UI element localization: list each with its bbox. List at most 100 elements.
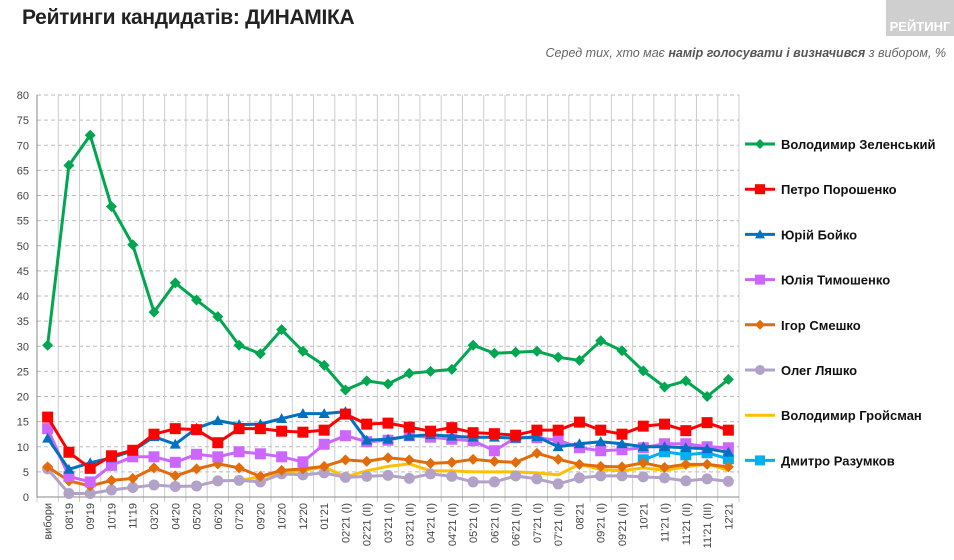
data-point bbox=[722, 373, 734, 385]
legend-marker bbox=[755, 139, 765, 149]
data-point bbox=[105, 459, 117, 471]
data-point bbox=[63, 463, 75, 474]
data-point bbox=[63, 159, 75, 171]
data-point bbox=[84, 129, 96, 141]
data-point bbox=[339, 430, 351, 442]
data-point bbox=[573, 416, 585, 428]
data-point bbox=[382, 433, 394, 444]
data-point bbox=[552, 441, 564, 452]
x-tick-label: 03'20 bbox=[149, 503, 161, 530]
legend-item: Дмитро Разумков bbox=[745, 453, 895, 468]
data-point bbox=[722, 446, 734, 457]
data-point bbox=[191, 463, 203, 475]
legend-marker bbox=[755, 274, 765, 285]
data-point bbox=[63, 487, 75, 499]
data-point bbox=[659, 446, 671, 458]
y-tick-label: 70 bbox=[17, 140, 29, 152]
x-tick-label: 07'21 (I) bbox=[532, 503, 544, 543]
data-point bbox=[616, 345, 628, 357]
data-point bbox=[701, 391, 713, 402]
legend-item: Петро Порошенко bbox=[745, 182, 897, 197]
data-point bbox=[148, 479, 160, 491]
y-tick-label: 5 bbox=[23, 467, 29, 479]
subtitle-bold: намір голосувати і визначився bbox=[668, 46, 866, 60]
data-point bbox=[276, 413, 288, 424]
series-line bbox=[46, 133, 730, 398]
data-point bbox=[254, 348, 266, 360]
legend-item: Юлія Тимошенко bbox=[745, 273, 890, 288]
x-tick-label: 09'21 (II) bbox=[617, 503, 629, 546]
legend-label: Дмитро Разумков bbox=[781, 453, 895, 468]
data-point bbox=[148, 306, 160, 318]
data-point bbox=[233, 462, 245, 474]
logo: РЕЙТИНГ bbox=[886, 0, 954, 36]
data-point bbox=[488, 428, 500, 440]
x-tick-label: 06'20 bbox=[213, 503, 225, 530]
page-title: Рейтинги кандидатів: ДИНАМІКА bbox=[22, 6, 355, 29]
legend-marker bbox=[755, 319, 765, 330]
x-tick-label: 04'21 (I) bbox=[426, 503, 438, 543]
data-point bbox=[233, 446, 245, 458]
x-tick-label: 04'20 bbox=[170, 503, 182, 530]
legend-label: Володимир Гройсман bbox=[781, 408, 922, 423]
data-point bbox=[254, 423, 266, 435]
data-point bbox=[659, 381, 671, 393]
data-point bbox=[573, 438, 585, 449]
data-point bbox=[552, 478, 564, 490]
data-point bbox=[127, 239, 139, 251]
data-point bbox=[446, 456, 458, 468]
x-tick-label: 01'21 bbox=[319, 503, 331, 530]
x-tick-label: 09'21 (I) bbox=[596, 503, 608, 543]
data-point bbox=[339, 384, 351, 396]
x-tick-label: 10'21 bbox=[638, 503, 650, 530]
data-point bbox=[573, 458, 585, 470]
series-1 bbox=[42, 408, 734, 474]
data-point bbox=[105, 201, 117, 213]
data-point bbox=[63, 470, 75, 482]
data-point bbox=[382, 452, 394, 464]
subtitle-text: Серед тих, хто має bbox=[545, 46, 669, 60]
legend-label: Юлія Тимошенко bbox=[781, 273, 890, 288]
data-point bbox=[531, 431, 543, 442]
x-tick-label: 11'21 (III) bbox=[702, 503, 714, 548]
legend-label: Ігор Смешко bbox=[781, 318, 861, 333]
y-tick-label: 40 bbox=[17, 291, 29, 303]
y-tick-label: 75 bbox=[17, 115, 29, 127]
data-point bbox=[127, 451, 139, 463]
data-point bbox=[84, 487, 96, 499]
data-point bbox=[680, 442, 692, 453]
data-point bbox=[361, 470, 373, 482]
data-point bbox=[722, 461, 734, 473]
legend-item: Володимир Гройсман bbox=[745, 408, 922, 423]
data-point bbox=[169, 277, 181, 289]
data-point bbox=[297, 345, 309, 357]
data-point bbox=[573, 472, 585, 484]
data-point bbox=[169, 438, 181, 449]
data-point bbox=[339, 454, 351, 466]
data-point bbox=[105, 450, 117, 462]
data-point bbox=[318, 438, 330, 450]
legend-label: Юрій Бойко bbox=[781, 227, 857, 242]
data-point bbox=[42, 423, 54, 435]
x-tick-label: 08'21 bbox=[574, 503, 586, 530]
data-point bbox=[297, 456, 309, 468]
data-point bbox=[659, 418, 671, 430]
data-point bbox=[446, 422, 458, 434]
data-point bbox=[510, 429, 522, 441]
x-tick-label: 11'19 bbox=[128, 503, 140, 529]
data-point bbox=[722, 475, 734, 487]
data-point bbox=[169, 456, 181, 468]
data-point bbox=[510, 456, 522, 468]
data-point bbox=[127, 444, 139, 456]
data-point bbox=[637, 365, 649, 377]
x-tick-label: 05'20 bbox=[192, 503, 204, 530]
data-point bbox=[467, 476, 479, 488]
chart-subtitle: Серед тих, хто має намір голосувати і ви… bbox=[546, 46, 946, 60]
data-point bbox=[531, 447, 543, 459]
data-point bbox=[318, 424, 330, 436]
legend-item: Володимир Зеленський bbox=[745, 137, 936, 152]
x-tick-label: 08'19 bbox=[64, 503, 76, 530]
legend-item: Юрій Бойко bbox=[745, 227, 857, 242]
legend-item: Ігор Смешко bbox=[745, 318, 861, 333]
